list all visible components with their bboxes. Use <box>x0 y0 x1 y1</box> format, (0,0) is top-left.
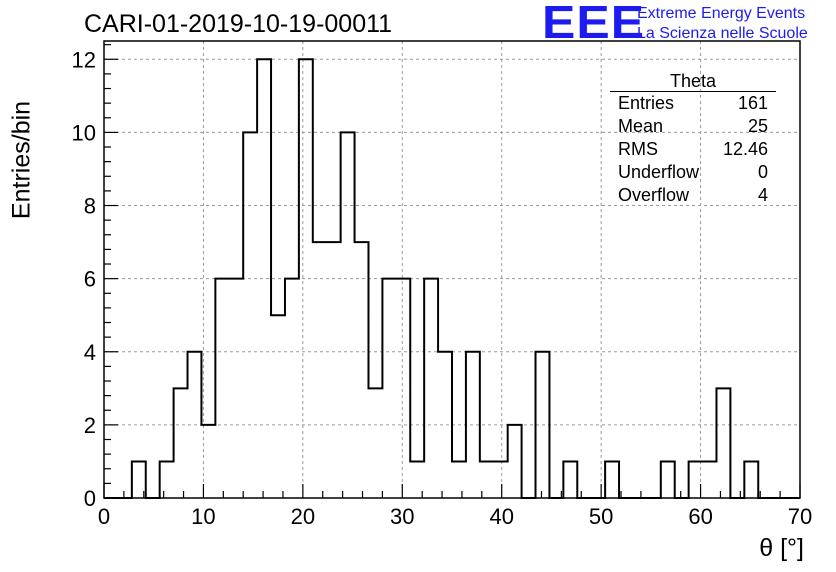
x-tick-label: 70 <box>788 504 812 529</box>
y-tick-label: 10 <box>72 120 96 145</box>
stats-label: Entries <box>618 93 675 113</box>
stats-value: 161 <box>737 93 768 113</box>
chart-title: CARI-01-2019-10-19-00011 <box>84 10 393 38</box>
y-axis-label: Entries/bin <box>7 100 36 220</box>
y-tick-labels: 0 2 4 6 8 10 12 <box>72 47 96 511</box>
logo-line-1: Extreme Energy Events <box>637 5 806 22</box>
plot-frame <box>103 40 801 499</box>
x-tick-label: 0 <box>98 504 110 529</box>
stats-label: Underflow <box>618 162 700 182</box>
y-tick-label: 0 <box>84 486 96 511</box>
stats-row-rms: RMS 12.46 <box>610 138 776 161</box>
x-tick-label: 40 <box>489 504 513 529</box>
x-tick-label: 60 <box>688 504 712 529</box>
y-tick-label: 2 <box>84 413 96 438</box>
y-tick-label: 4 <box>84 340 96 365</box>
stats-title: Theta <box>610 72 776 92</box>
x-tick-label: 20 <box>291 504 315 529</box>
stats-label: Overflow <box>618 185 690 205</box>
axis-ticks <box>103 44 801 499</box>
logo-text: Extreme Energy Events La Scienza nelle S… <box>637 4 808 44</box>
y-tick-label: 6 <box>84 267 96 292</box>
x-tick-label: 50 <box>589 504 613 529</box>
stats-value: 0 <box>757 162 768 182</box>
histogram-outline <box>104 58 800 499</box>
stats-row-overflow: Overflow 4 <box>610 184 776 207</box>
stats-value: 12.46 <box>722 139 768 159</box>
y-tick-label: 12 <box>72 47 96 72</box>
stats-value: 25 <box>747 116 768 136</box>
y-tick-label: 8 <box>84 194 96 219</box>
x-tick-labels: 0 10 20 30 40 50 60 70 <box>98 504 812 529</box>
x-axis-label: θ [°] <box>759 534 804 562</box>
stats-box: Theta Entries 161 Mean 25 RMS 12.46 Unde… <box>610 72 776 207</box>
stats-label: RMS <box>618 139 658 159</box>
x-tick-label: 30 <box>390 504 414 529</box>
stats-row-entries: Entries 161 <box>610 92 776 115</box>
x-tick-label: 10 <box>191 504 215 529</box>
stats-value: 4 <box>757 185 768 205</box>
stats-row-mean: Mean 25 <box>610 115 776 138</box>
stats-label: Mean <box>618 116 664 136</box>
stats-row-underflow: Underflow 0 <box>610 161 776 184</box>
eee-logo: EEE <box>542 0 646 49</box>
logo-line-2: La Scienza nelle Scuole <box>637 25 808 42</box>
y-axis-label-wrap: Entries/bin <box>4 101 40 219</box>
